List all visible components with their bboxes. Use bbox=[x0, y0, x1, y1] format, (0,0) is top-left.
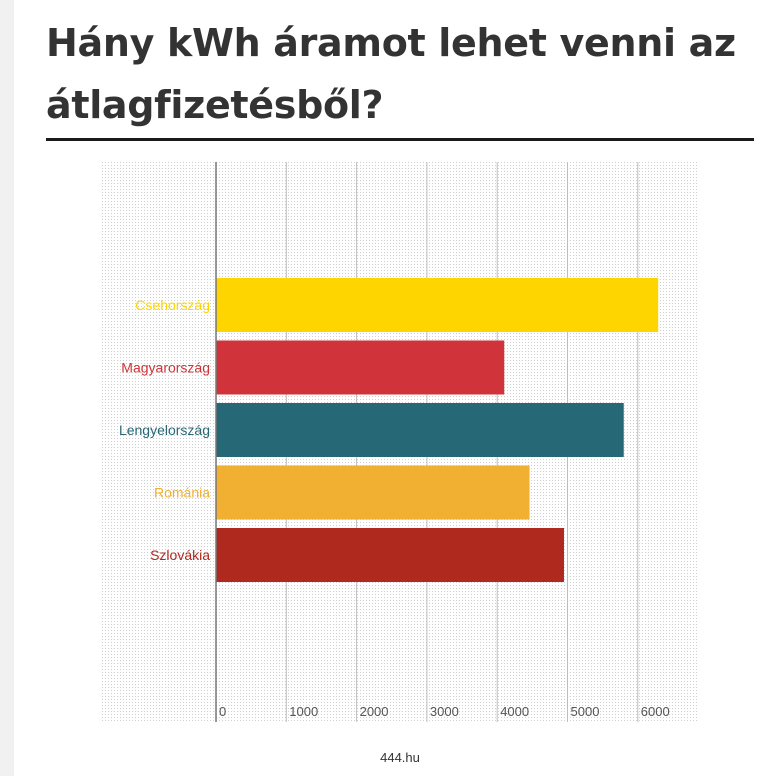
source-credit: 444.hu bbox=[380, 750, 420, 765]
category-label: Csehország bbox=[135, 297, 210, 313]
bar-chart: Csehország Magyarország Lengyelország Román… bbox=[102, 162, 698, 722]
category-label: Magyarország bbox=[121, 360, 210, 376]
bar bbox=[216, 278, 659, 332]
tick-labels: 0 1000 2000 3000 4000 5000 6000 bbox=[219, 704, 670, 719]
x-tick-label: 6000 bbox=[641, 704, 670, 719]
title-divider bbox=[46, 138, 754, 141]
category-label: Szlovákia bbox=[150, 547, 210, 563]
x-tick-label: 4000 bbox=[500, 704, 529, 719]
category-label: Lengyelország bbox=[119, 422, 210, 438]
bar-chart-svg: Csehország Magyarország Lengyelország Román… bbox=[102, 162, 698, 722]
bar bbox=[216, 528, 564, 582]
category-label: Románia bbox=[154, 485, 210, 501]
page-left-strip bbox=[0, 0, 14, 776]
x-tick-label: 2000 bbox=[360, 704, 389, 719]
bars bbox=[216, 278, 659, 582]
bar bbox=[216, 465, 530, 520]
x-tick-label: 5000 bbox=[571, 704, 600, 719]
x-tick-label: 3000 bbox=[430, 704, 459, 719]
category-labels: Csehország Magyarország Lengyelország Román… bbox=[119, 297, 210, 563]
bar bbox=[216, 403, 624, 457]
x-tick-label: 0 bbox=[219, 704, 226, 719]
bar bbox=[216, 340, 505, 395]
x-tick-label: 1000 bbox=[289, 704, 318, 719]
chart-title: Hány kWh áramot lehet venni az átlagfize… bbox=[46, 21, 736, 127]
